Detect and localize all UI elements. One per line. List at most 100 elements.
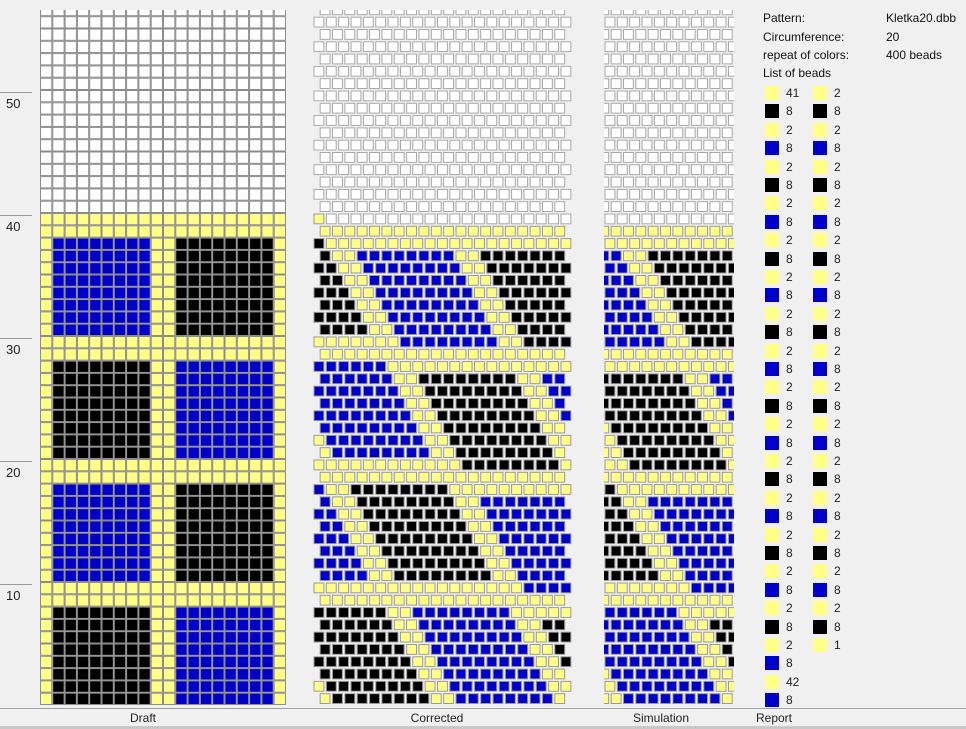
simulation-bead[interactable] — [647, 127, 659, 139]
corrected-bead[interactable] — [319, 324, 331, 336]
simulation-bead[interactable] — [616, 188, 628, 200]
corrected-bead[interactable] — [362, 311, 374, 323]
corrected-bead[interactable] — [356, 225, 368, 237]
draft-bead[interactable] — [236, 532, 250, 546]
draft-bead[interactable] — [138, 508, 151, 521]
simulation-bead[interactable] — [635, 447, 647, 459]
corrected-bead[interactable] — [523, 582, 535, 594]
corrected-bead[interactable] — [535, 139, 547, 151]
draft-bead[interactable] — [113, 594, 127, 607]
corrected-bead[interactable] — [541, 668, 553, 680]
draft-bead[interactable] — [101, 336, 114, 349]
draft-bead[interactable] — [113, 508, 127, 521]
simulation-bead[interactable] — [715, 410, 727, 422]
corrected-bead[interactable] — [332, 225, 343, 237]
simulation-bead[interactable] — [715, 213, 727, 225]
corrected-bead[interactable] — [418, 5, 430, 16]
draft-bead[interactable] — [273, 213, 287, 226]
simulation-bead[interactable] — [697, 275, 708, 286]
draft-bead[interactable] — [236, 336, 250, 349]
corrected-bead[interactable] — [332, 102, 343, 114]
draft-bead[interactable] — [138, 28, 151, 41]
draft-bead[interactable] — [163, 372, 176, 386]
draft-bead[interactable] — [224, 249, 237, 263]
draft-bead[interactable] — [187, 77, 200, 90]
corrected-bead[interactable] — [548, 557, 560, 569]
draft-bead[interactable] — [40, 397, 53, 410]
draft-bead[interactable] — [224, 397, 237, 410]
simulation-bead[interactable] — [703, 508, 715, 520]
corrected-bead[interactable] — [517, 644, 529, 655]
simulation-bead[interactable] — [660, 496, 671, 508]
simulation-bead[interactable] — [697, 668, 708, 680]
corrected-bead[interactable] — [535, 238, 547, 249]
corrected-bead[interactable] — [455, 275, 467, 286]
draft-bead[interactable] — [113, 643, 127, 656]
draft-bead[interactable] — [89, 631, 102, 644]
draft-bead[interactable] — [89, 114, 102, 127]
simulation-grid[interactable] — [599, 5, 739, 705]
draft-bead[interactable] — [52, 495, 65, 509]
draft-bead[interactable] — [273, 188, 287, 201]
draft-bead[interactable] — [113, 668, 127, 681]
draft-bead[interactable] — [52, 508, 65, 521]
simulation-bead[interactable] — [629, 139, 641, 151]
simulation-bead[interactable] — [678, 336, 690, 348]
draft-bead[interactable] — [199, 348, 213, 361]
draft-bead[interactable] — [175, 188, 188, 201]
draft-bead[interactable] — [249, 680, 262, 693]
draft-bead[interactable] — [113, 385, 127, 398]
corrected-bead[interactable] — [399, 139, 411, 151]
corrected-bead[interactable] — [554, 373, 566, 385]
draft-bead[interactable] — [249, 77, 262, 90]
simulation-bead[interactable] — [604, 238, 616, 249]
draft-bead[interactable] — [89, 16, 102, 29]
draft-bead[interactable] — [199, 90, 213, 103]
simulation-bead[interactable] — [690, 484, 702, 495]
draft-bead[interactable] — [261, 360, 274, 373]
simulation-bead[interactable] — [672, 152, 684, 163]
simulation-bead[interactable] — [635, 422, 647, 434]
draft-bead[interactable] — [52, 532, 65, 546]
corrected-bead[interactable] — [338, 41, 350, 53]
simulation-bead[interactable] — [728, 508, 739, 520]
draft-bead[interactable] — [199, 508, 213, 521]
corrected-bead[interactable] — [486, 607, 498, 618]
draft-bead[interactable] — [236, 299, 250, 312]
corrected-bead[interactable] — [480, 668, 492, 680]
corrected-bead[interactable] — [369, 225, 380, 237]
simulation-bead[interactable] — [703, 213, 715, 225]
corrected-bead[interactable] — [541, 422, 553, 434]
draft-bead[interactable] — [175, 77, 188, 90]
corrected-bead[interactable] — [498, 361, 510, 372]
draft-bead[interactable] — [199, 434, 213, 447]
draft-bead[interactable] — [76, 557, 90, 570]
corrected-bead[interactable] — [406, 570, 417, 582]
corrected-bead[interactable] — [338, 385, 350, 397]
draft-bead[interactable] — [126, 385, 139, 398]
simulation-bead[interactable] — [660, 201, 671, 212]
draft-bead[interactable] — [126, 582, 139, 595]
corrected-bead[interactable] — [332, 373, 343, 385]
corrected-bead[interactable] — [486, 139, 498, 151]
simulation-bead[interactable] — [616, 238, 628, 249]
corrected-bead[interactable] — [375, 238, 387, 249]
draft-bead[interactable] — [163, 495, 176, 509]
simulation-bead[interactable] — [728, 680, 739, 692]
corrected-bead[interactable] — [393, 29, 405, 40]
simulation-bead[interactable] — [728, 361, 739, 372]
corrected-bead[interactable] — [313, 65, 325, 77]
draft-bead[interactable] — [52, 643, 65, 656]
draft-bead[interactable] — [64, 532, 77, 546]
corrected-bead[interactable] — [332, 447, 343, 459]
corrected-bead[interactable] — [325, 582, 337, 594]
draft-bead[interactable] — [199, 606, 213, 619]
draft-bead[interactable] — [199, 409, 213, 423]
draft-bead[interactable] — [261, 65, 274, 78]
corrected-bead[interactable] — [511, 238, 522, 249]
draft-bead[interactable] — [249, 249, 262, 263]
corrected-bead[interactable] — [492, 299, 504, 311]
corrected-bead[interactable] — [467, 127, 479, 139]
draft-bead[interactable] — [138, 77, 151, 90]
corrected-bead[interactable] — [554, 447, 566, 459]
